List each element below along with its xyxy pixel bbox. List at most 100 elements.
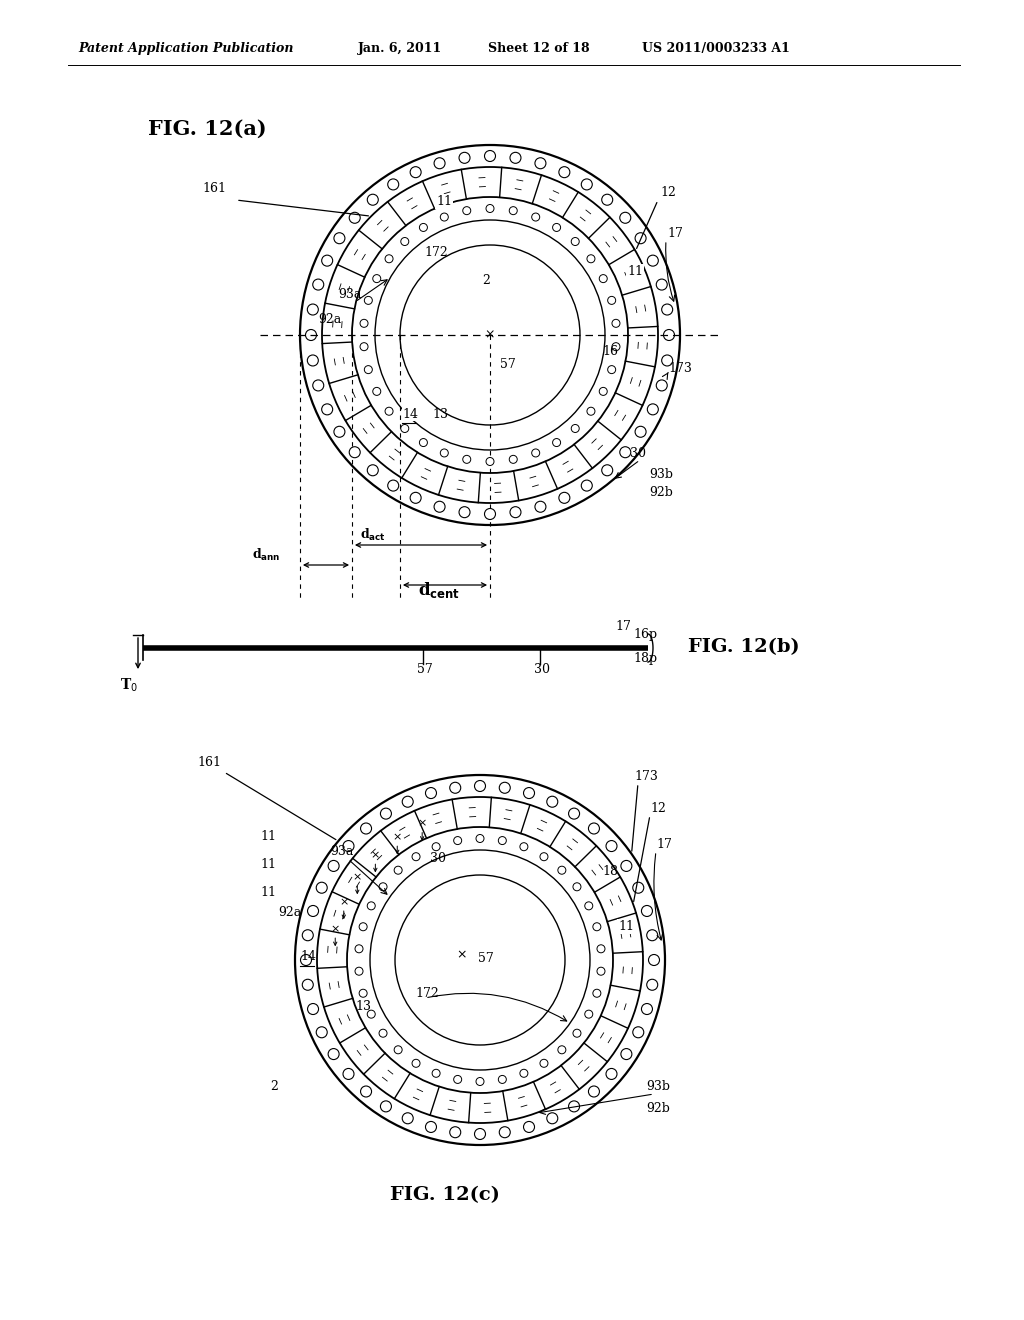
- Circle shape: [307, 1003, 318, 1015]
- Circle shape: [312, 279, 324, 290]
- Text: 17: 17: [667, 227, 683, 240]
- Circle shape: [388, 180, 398, 190]
- Circle shape: [568, 808, 580, 820]
- Circle shape: [593, 923, 601, 931]
- Circle shape: [540, 853, 548, 861]
- Text: Patent Application Publication: Patent Application Publication: [78, 42, 294, 55]
- Circle shape: [568, 1101, 580, 1111]
- Circle shape: [474, 780, 485, 792]
- Circle shape: [553, 223, 560, 231]
- Circle shape: [450, 1127, 461, 1138]
- Circle shape: [343, 1068, 354, 1080]
- Text: 11: 11: [618, 920, 634, 933]
- Circle shape: [411, 166, 421, 178]
- Circle shape: [373, 275, 381, 282]
- Circle shape: [621, 861, 632, 871]
- Text: 172: 172: [415, 987, 438, 1001]
- Text: US 2011/0003233 A1: US 2011/0003233 A1: [642, 42, 790, 55]
- Circle shape: [648, 954, 659, 965]
- Text: d$_{\mathbf{cent}}$: d$_{\mathbf{cent}}$: [418, 579, 460, 601]
- Circle shape: [368, 902, 375, 909]
- Circle shape: [531, 449, 540, 457]
- Circle shape: [621, 1048, 632, 1060]
- Circle shape: [426, 788, 436, 799]
- Circle shape: [349, 213, 360, 223]
- Text: 2: 2: [482, 275, 489, 286]
- Circle shape: [440, 213, 449, 220]
- Circle shape: [411, 492, 421, 503]
- Circle shape: [486, 458, 494, 466]
- Text: 173: 173: [668, 362, 692, 375]
- Circle shape: [553, 438, 560, 446]
- Circle shape: [484, 150, 496, 161]
- Circle shape: [459, 152, 470, 164]
- Circle shape: [334, 426, 345, 437]
- Circle shape: [599, 387, 607, 396]
- Text: 172: 172: [424, 246, 447, 259]
- Circle shape: [373, 387, 381, 396]
- Circle shape: [302, 979, 313, 990]
- Text: 11: 11: [260, 830, 276, 843]
- Text: 92a: 92a: [318, 313, 341, 326]
- Circle shape: [641, 1003, 652, 1015]
- Circle shape: [450, 783, 461, 793]
- Text: FIG. 12(c): FIG. 12(c): [390, 1185, 500, 1204]
- Circle shape: [547, 1113, 558, 1123]
- Circle shape: [307, 906, 318, 916]
- Text: 30: 30: [630, 447, 646, 459]
- Circle shape: [359, 923, 368, 931]
- Circle shape: [582, 480, 592, 491]
- Circle shape: [647, 929, 657, 941]
- Circle shape: [664, 330, 675, 341]
- Circle shape: [360, 343, 368, 351]
- Circle shape: [656, 279, 668, 290]
- Circle shape: [434, 158, 445, 169]
- Circle shape: [334, 232, 345, 244]
- Circle shape: [322, 255, 333, 267]
- Circle shape: [571, 238, 580, 246]
- Text: ×: ×: [392, 833, 402, 842]
- Circle shape: [328, 861, 339, 871]
- Circle shape: [432, 842, 440, 850]
- Circle shape: [573, 883, 581, 891]
- Circle shape: [587, 255, 595, 263]
- Circle shape: [662, 355, 673, 366]
- Circle shape: [606, 1068, 617, 1080]
- Text: 30: 30: [534, 663, 550, 676]
- Circle shape: [316, 882, 328, 894]
- Circle shape: [612, 319, 620, 327]
- Circle shape: [312, 380, 324, 391]
- Circle shape: [360, 319, 368, 327]
- Circle shape: [500, 783, 510, 793]
- Circle shape: [559, 166, 570, 178]
- Circle shape: [620, 213, 631, 223]
- Circle shape: [582, 180, 592, 190]
- Circle shape: [597, 945, 605, 953]
- Circle shape: [400, 425, 409, 433]
- Circle shape: [388, 480, 398, 491]
- Circle shape: [307, 355, 318, 366]
- Circle shape: [476, 1077, 484, 1085]
- Circle shape: [571, 425, 580, 433]
- Text: 93b: 93b: [649, 469, 673, 480]
- Text: 16p: 16p: [633, 628, 657, 642]
- Text: ×: ×: [352, 873, 362, 882]
- Text: ×: ×: [418, 818, 427, 829]
- Circle shape: [635, 426, 646, 437]
- Text: ×: ×: [484, 329, 496, 342]
- Circle shape: [412, 853, 420, 861]
- Circle shape: [459, 507, 470, 517]
- Text: Jan. 6, 2011: Jan. 6, 2011: [358, 42, 442, 55]
- Circle shape: [599, 275, 607, 282]
- Text: 13: 13: [355, 1001, 371, 1012]
- Circle shape: [520, 842, 528, 850]
- Circle shape: [500, 1127, 510, 1138]
- Circle shape: [365, 366, 373, 374]
- Circle shape: [454, 837, 462, 845]
- Circle shape: [523, 788, 535, 799]
- Circle shape: [585, 902, 593, 909]
- Circle shape: [474, 1129, 485, 1139]
- Text: ×: ×: [371, 850, 380, 861]
- Text: 161: 161: [197, 756, 221, 770]
- Circle shape: [635, 232, 646, 244]
